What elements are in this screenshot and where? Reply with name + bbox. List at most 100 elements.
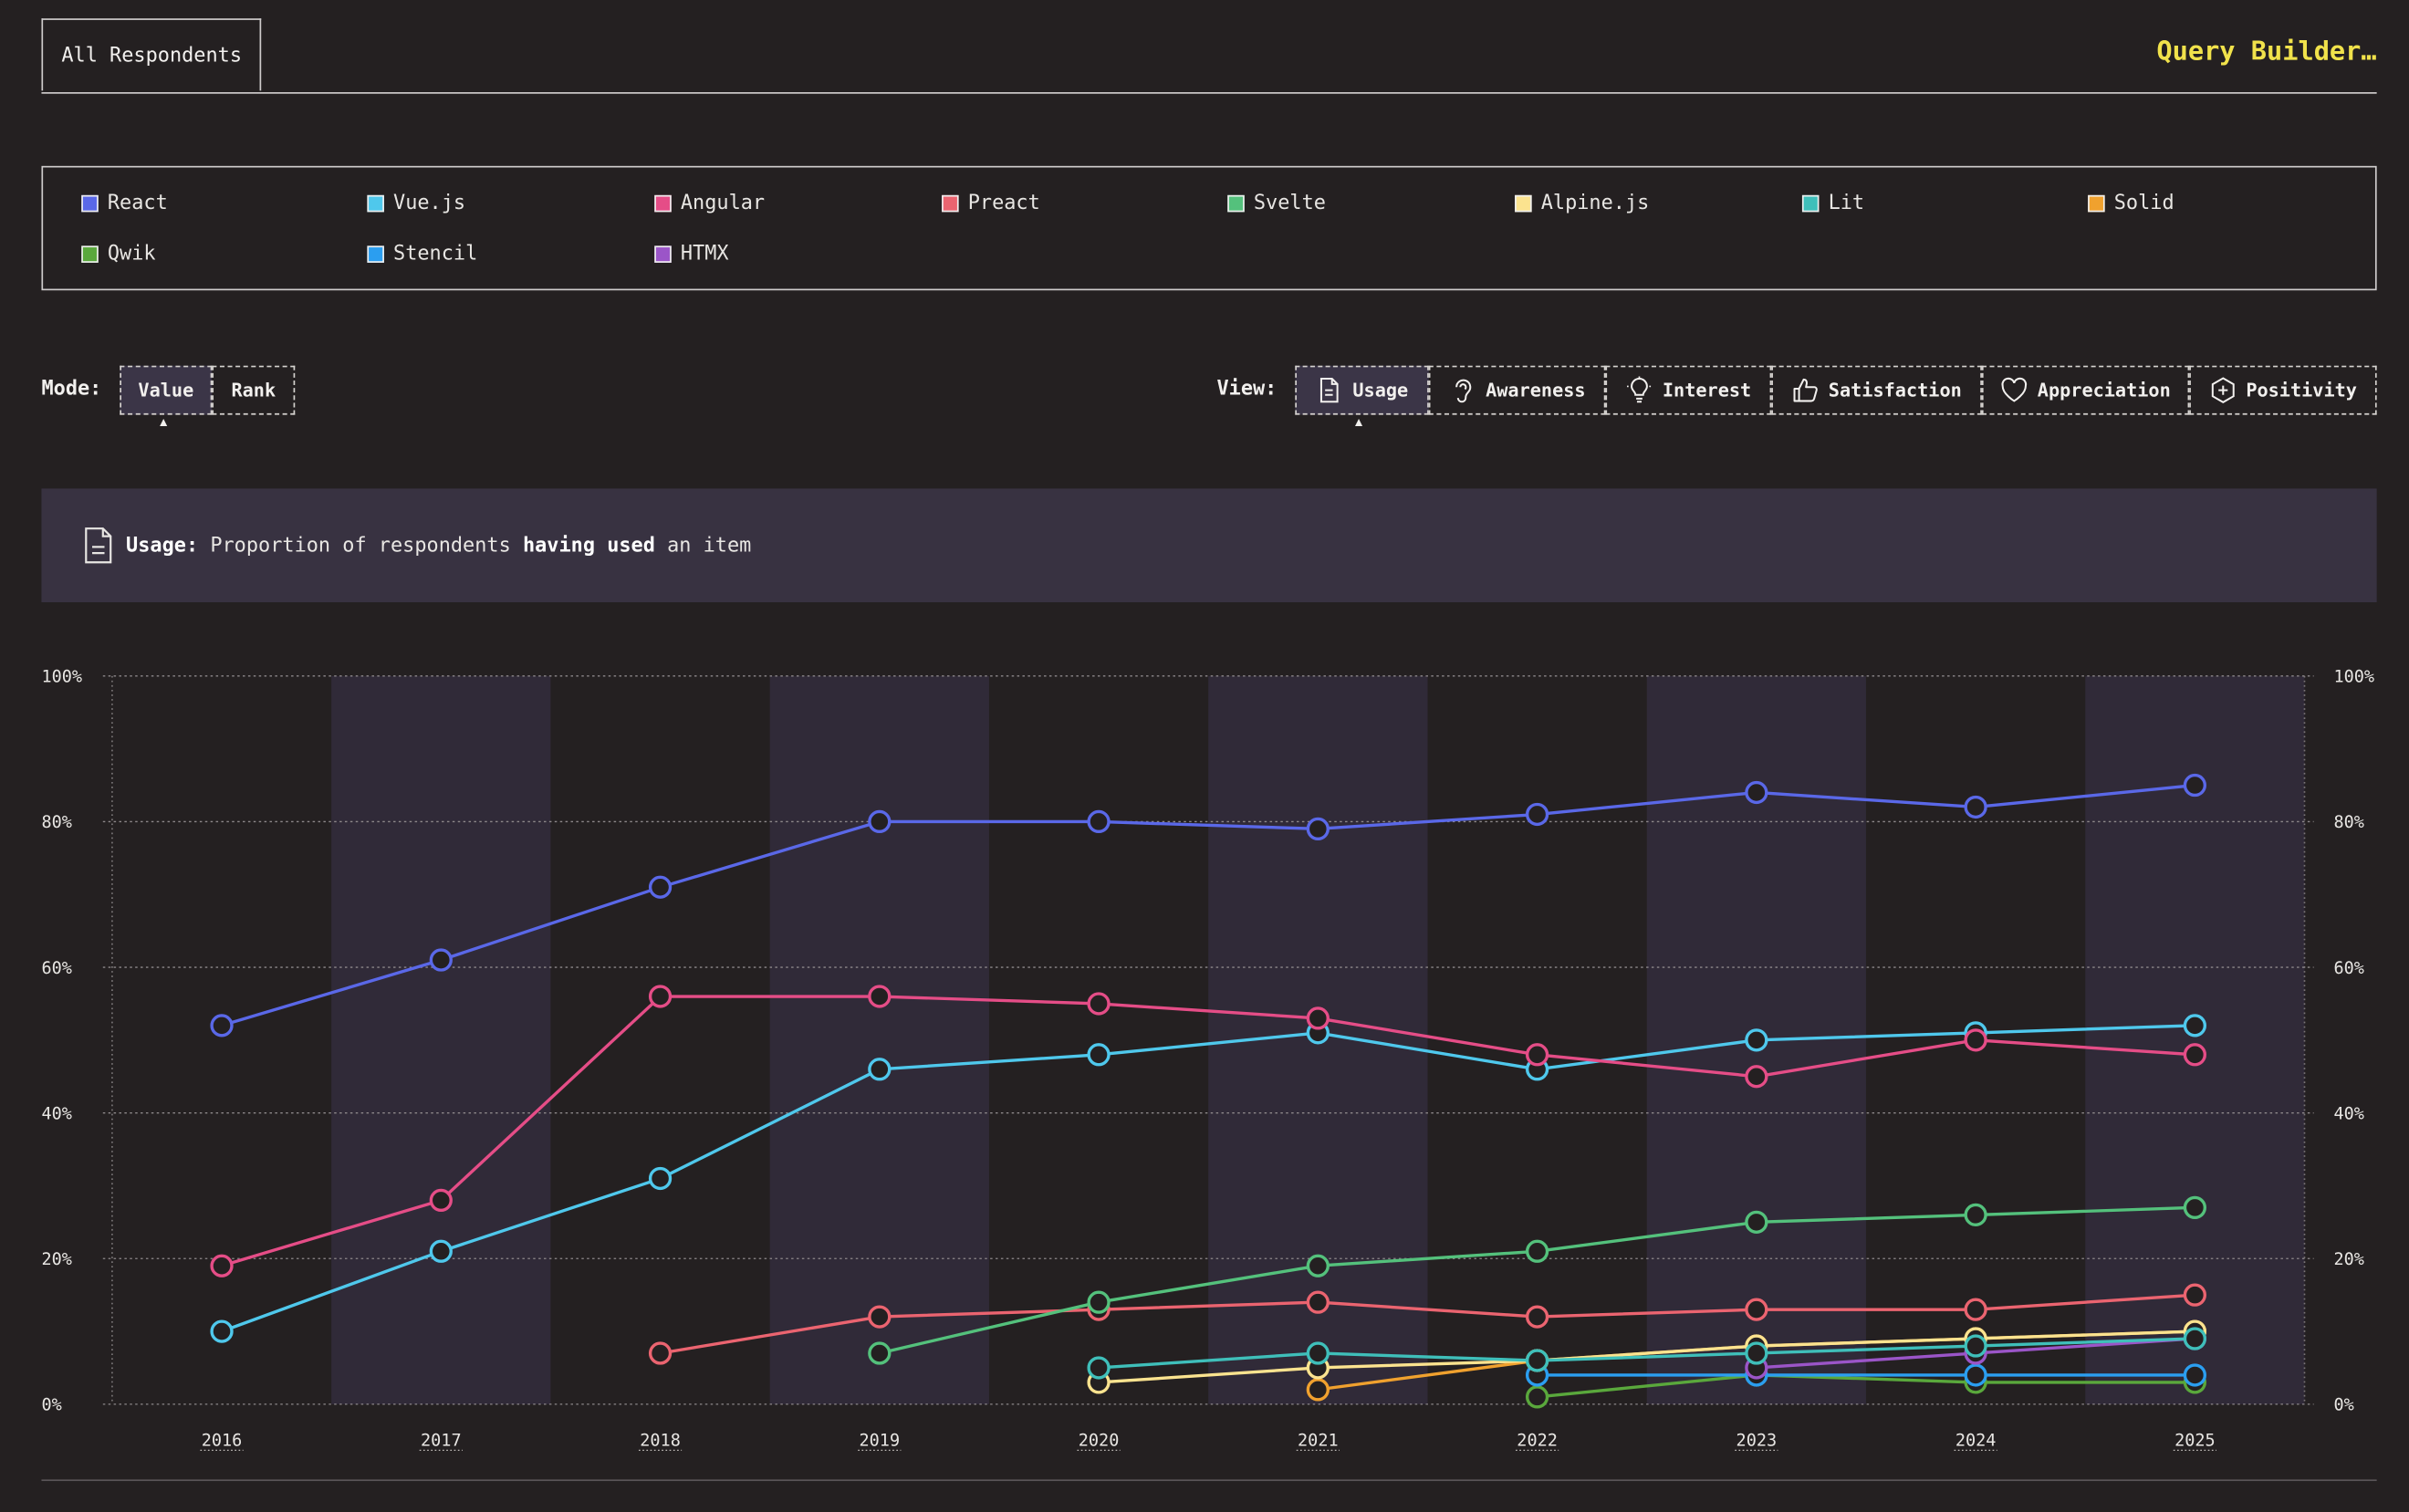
legend-label: Alpine.js [1540,192,1650,215]
legend-label: React [107,192,168,215]
legend-item-alpine-js[interactable]: Alpine.js [1515,192,1650,215]
legend-label: Preact [967,192,1040,215]
legend-label: Stencil [393,243,478,266]
view-interest-button[interactable]: Interest [1605,365,1772,415]
legend-swatch [2088,194,2105,213]
mode-value-button[interactable]: Value [120,365,213,415]
legend-item-stencil[interactable]: Stencil [367,243,477,266]
legend-swatch [654,245,672,263]
x-tick-label: 2019 [860,1431,901,1450]
legend-label: Solid [2113,192,2174,215]
series-line-lit [1098,1337,2195,1370]
data-point-react [1306,817,1330,841]
usage-line-chart: 0% 0% 20% 20% 40% 40% 60% 60% 80% 80% 100% 100% 2016… [41,668,2374,1452]
tab-all-respondents[interactable]: All Respondents [41,18,262,91]
x-tick-label: 2025 [2174,1431,2216,1450]
ear-icon [1455,379,1472,403]
view-active-caret: ▲ [1354,414,1363,429]
data-point-svelte [1525,1239,1549,1263]
data-point-preact [1964,1298,1987,1321]
data-point-svelte [868,1341,892,1365]
legend-item-angular[interactable]: Angular [654,192,766,215]
data-point-angular [1087,992,1111,1016]
description-text-end: an item [667,534,752,558]
mode-rank-button[interactable]: Rank [212,365,296,415]
query-builder-button[interactable]: Query Builder… [2156,36,2377,68]
document-icon [1320,378,1340,403]
data-point-lit [1964,1334,1987,1358]
mode-label: Mode: [41,378,102,401]
thumbs-up-icon [1793,378,1819,402]
series-line-alpine-js [1098,1330,2195,1384]
data-point-solid [1306,1378,1330,1402]
data-point-vue-js [429,1239,453,1263]
legend: React Vue.js Angular Preact Svelte Alpine.js L… [41,165,2377,291]
year-band [769,675,989,1404]
view-usage-button[interactable]: Usage [1295,365,1429,415]
series-lit [1087,1327,2207,1380]
view-positivity-button[interactable]: Positivity [2189,365,2377,415]
plus-circle-icon [2211,377,2235,403]
data-point-lit [2183,1327,2207,1350]
series-line-react [221,783,2195,1027]
legend-label: Angular [680,192,766,215]
year-band [331,675,551,1404]
series-angular [210,985,2207,1277]
data-point-react [1964,795,1987,819]
legend-swatch [367,194,384,213]
y-tick-label-left: 20% [41,1250,71,1269]
legend-item-react[interactable]: React [81,192,168,215]
heart-icon [2001,377,2028,402]
legend-item-lit[interactable]: Lit [1801,192,1865,215]
data-point-angular [868,985,892,1008]
y-tick-label-left: 40% [41,1104,71,1123]
data-point-preact [1525,1305,1549,1329]
view-appreciation-button[interactable]: Appreciation [1981,365,2190,415]
data-point-react [1525,802,1549,827]
legend-swatch [1801,194,1820,213]
legend-item-vue-js[interactable]: Vue.js [367,192,465,215]
data-point-vue-js [868,1058,892,1081]
data-point-angular [429,1188,453,1213]
data-point-react [648,875,673,899]
bottom-divider [41,1479,2377,1482]
data-point-angular [1306,1006,1330,1030]
data-point-svelte [1087,1290,1111,1314]
data-point-lit [1525,1349,1549,1372]
y-tick-label-right: 80% [2333,813,2363,832]
x-tick-label: 2023 [1736,1431,1778,1450]
y-tick-label-right: 100% [2333,668,2374,687]
y-tick-label-right: 0% [2333,1396,2353,1415]
data-point-preact [1306,1290,1330,1314]
legend-swatch [81,194,99,213]
x-tick-label: 2024 [1955,1431,1997,1450]
view-satisfaction-button[interactable]: Satisfaction [1771,365,1982,415]
x-tick-label: 2016 [202,1431,243,1450]
data-point-angular [648,985,673,1008]
legend-item-htmx[interactable]: HTMX [654,243,729,266]
data-point-vue-js [210,1319,234,1343]
description-term: Usage: [126,534,199,558]
data-point-stencil [2183,1363,2207,1387]
data-point-svelte [1964,1203,1987,1227]
legend-label: HTMX [680,243,729,266]
data-point-react [868,809,892,834]
y-tick-label-left: 100% [41,668,82,687]
legend-item-svelte[interactable]: Svelte [1227,192,1326,215]
data-point-stencil [1964,1363,1987,1387]
year-band [2085,675,2305,1404]
data-point-vue-js [648,1166,673,1191]
data-point-react [1087,809,1111,834]
legend-item-preact[interactable]: Preact [942,192,1040,215]
top-bar: All Respondents Query Builder… [41,18,2377,94]
data-point-react [210,1014,234,1038]
data-point-angular [210,1254,234,1277]
legend-label: Lit [1828,192,1865,215]
legend-item-qwik[interactable]: Qwik [81,243,156,266]
legend-item-solid[interactable]: Solid [2088,192,2174,215]
data-point-lit [1306,1341,1330,1365]
data-point-lit [1745,1341,1768,1365]
legend-swatch [367,245,384,263]
data-point-vue-js [2183,1014,2207,1038]
view-awareness-button[interactable]: Awareness [1428,365,1606,415]
